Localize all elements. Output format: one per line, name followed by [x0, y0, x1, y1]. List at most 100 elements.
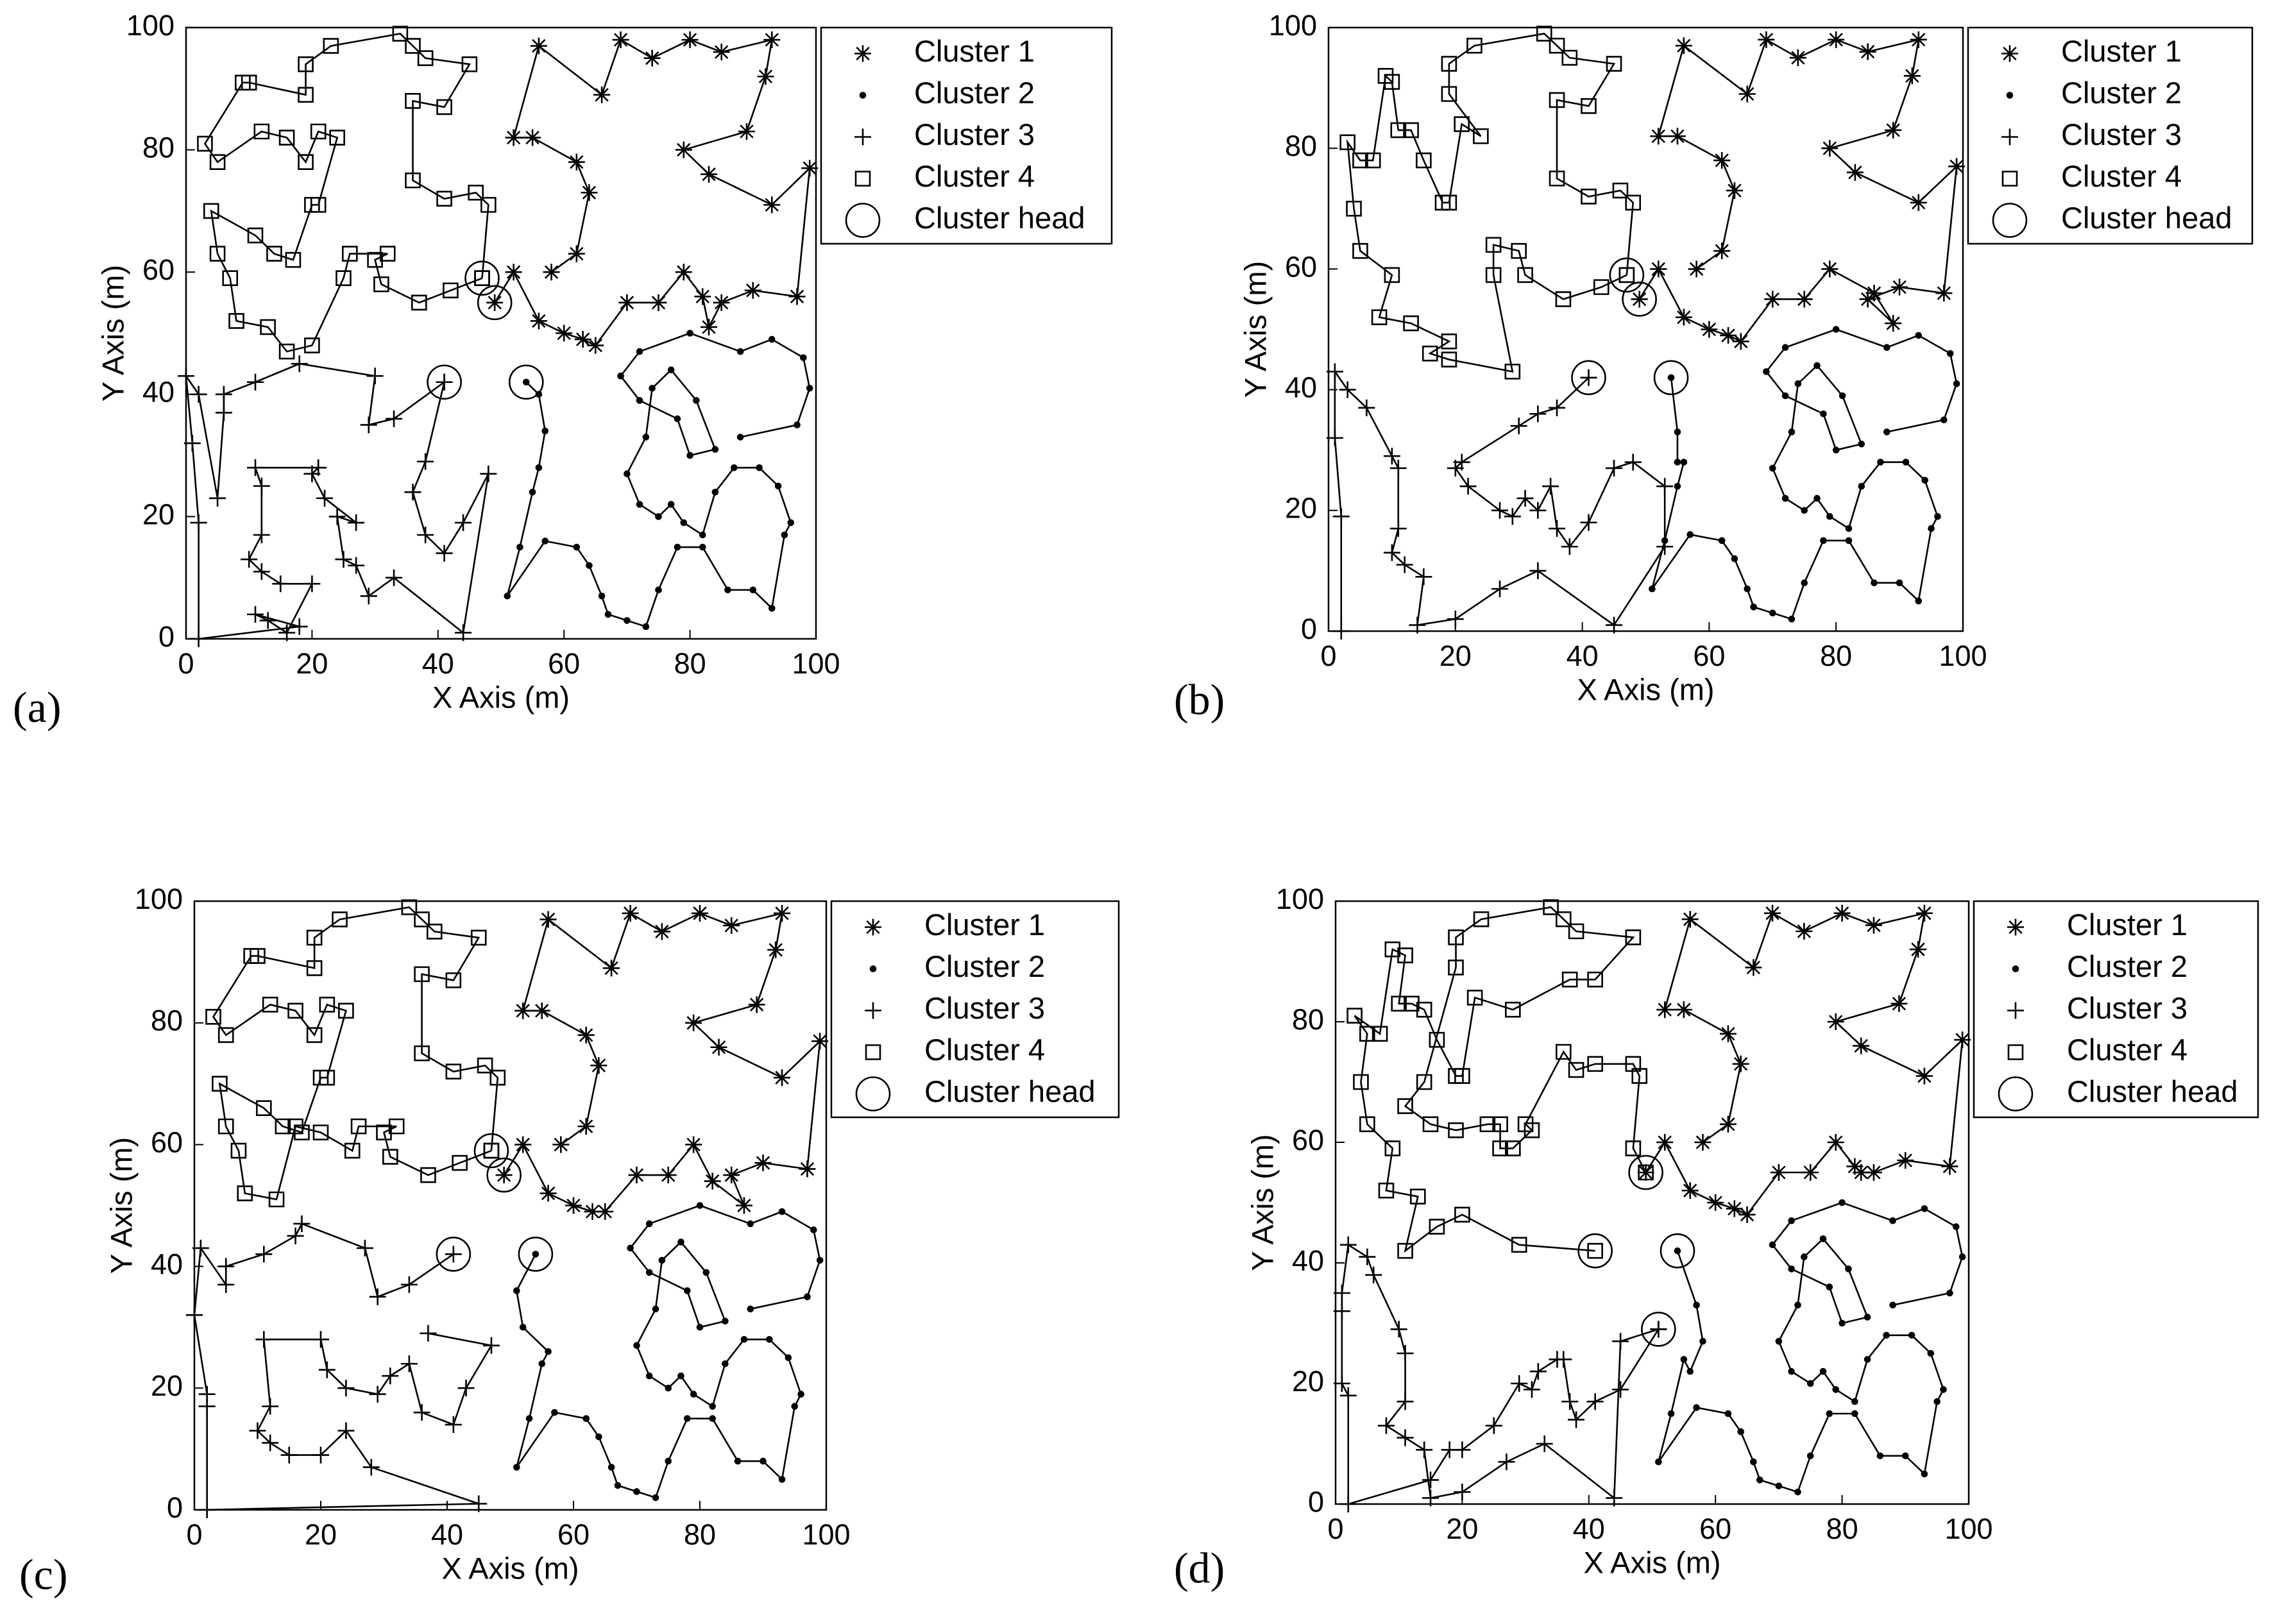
marker-square: [1346, 201, 1362, 217]
marker-plus: [362, 1459, 380, 1476]
marker-dot: [693, 397, 700, 404]
marker-dot: [1883, 1332, 1890, 1339]
y-axis-label: Y Axis (m): [104, 1137, 138, 1274]
marker-square: [477, 1057, 493, 1074]
marker-dot: [624, 470, 631, 477]
marker-plus: [198, 1398, 216, 1415]
marker-plus: [382, 1367, 399, 1385]
marker-dot: [655, 513, 662, 520]
marker-square: [1561, 971, 1578, 988]
marker-dot: [1826, 1283, 1833, 1290]
marker-plus: [1333, 1375, 1350, 1392]
marker-dot: [1769, 464, 1776, 472]
legend-label: Cluster 2: [2067, 949, 2187, 983]
marker-dot: [1680, 1356, 1688, 1363]
marker-square: [1631, 1068, 1648, 1084]
marker-dot: [1940, 1386, 1947, 1393]
marker-star: [628, 1167, 645, 1184]
marker-square: [319, 997, 335, 1013]
marker-plus: [356, 1239, 373, 1256]
marker-dot: [806, 384, 813, 392]
marker-plus: [1447, 611, 1464, 628]
legend-marker: [855, 1076, 891, 1112]
legend-marker: [865, 918, 881, 936]
marker-star: [1713, 242, 1731, 260]
legend-marker: [2007, 1044, 2024, 1060]
y-tick-label: 60: [142, 253, 174, 286]
marker-star: [701, 165, 718, 183]
marker-square: [1581, 189, 1597, 205]
y-tick-label: 40: [1292, 1244, 1324, 1277]
marker-dot: [674, 543, 681, 551]
marker-square: [287, 1002, 303, 1019]
marker-square: [278, 343, 295, 360]
marker-dot: [1921, 1470, 1928, 1478]
marker-star: [1935, 285, 1953, 302]
marker-star: [552, 1136, 570, 1153]
marker-square: [1625, 1140, 1642, 1156]
plot-area: [1334, 900, 1970, 1505]
marker-plus: [369, 1385, 386, 1403]
marker-dot: [1934, 512, 1941, 520]
marker-plus: [280, 1446, 298, 1464]
marker-plus: [1389, 520, 1407, 537]
marker-plus: [1529, 1363, 1547, 1380]
marker-plus: [1358, 399, 1375, 416]
marker-star: [1890, 995, 1908, 1012]
x-tick-label: 100: [1944, 1512, 1992, 1545]
marker-star: [486, 294, 504, 311]
marker-square: [367, 251, 383, 268]
marker-square: [414, 966, 430, 983]
marker-square: [414, 1045, 430, 1062]
marker-dot: [690, 1391, 697, 1398]
marker-plus: [400, 1355, 418, 1373]
marker-star: [1885, 121, 1902, 139]
marker-square: [1587, 971, 1603, 988]
marker-star: [710, 1038, 727, 1056]
marker-square: [443, 282, 459, 299]
marker-square: [489, 1069, 506, 1086]
marker-star: [618, 294, 636, 311]
marker-plus: [217, 1258, 235, 1275]
marker-star: [568, 245, 585, 262]
marker-circle: [1660, 1233, 1695, 1269]
marker-dot: [1921, 1205, 1928, 1212]
marker-dot: [686, 330, 693, 337]
legend-label: Cluster 1: [2067, 908, 2187, 942]
marker-star: [704, 1172, 721, 1190]
marker-dot: [1744, 585, 1751, 593]
legend-label: Cluster 2: [914, 76, 1035, 110]
marker-circle: [1609, 257, 1645, 293]
marker-dot: [785, 1354, 792, 1362]
plot-area: [1327, 26, 1964, 632]
marker-star: [1865, 917, 1882, 934]
x-tick-label: 60: [548, 647, 580, 680]
marker-dot: [1769, 609, 1776, 617]
marker-dot: [525, 1415, 533, 1422]
marker-dot: [760, 1457, 767, 1465]
y-tick-label: 60: [1285, 250, 1317, 283]
marker-dot: [1819, 1235, 1827, 1242]
marker-plus: [1580, 369, 1597, 386]
marker-dot: [791, 1403, 799, 1410]
legend-marker: [2007, 918, 2024, 936]
marker-plus: [1612, 1333, 1629, 1350]
marker-plus: [1397, 1345, 1414, 1362]
legend: Cluster 1 Cluster 2 Cluster 3 Cluster 4 Clus…: [1967, 26, 2254, 245]
cluster-path: [212, 906, 499, 1201]
marker-dot: [1851, 1410, 1858, 1417]
marker-star: [1948, 158, 1966, 175]
marker-plus: [386, 410, 403, 427]
marker-plus: [1536, 1435, 1553, 1452]
marker-dot: [774, 482, 782, 490]
marker-star: [757, 68, 774, 85]
marker-dot: [535, 391, 543, 398]
marker-star: [713, 44, 730, 61]
marker-dot: [1667, 1410, 1675, 1417]
y-axis-label: Y Axis (m): [96, 265, 130, 402]
marker-dot: [702, 1269, 710, 1276]
marker-star: [1656, 1134, 1674, 1151]
marker-dot: [1876, 1452, 1884, 1460]
legend-label: Cluster head: [2067, 1074, 2238, 1108]
marker-square: [427, 924, 443, 940]
